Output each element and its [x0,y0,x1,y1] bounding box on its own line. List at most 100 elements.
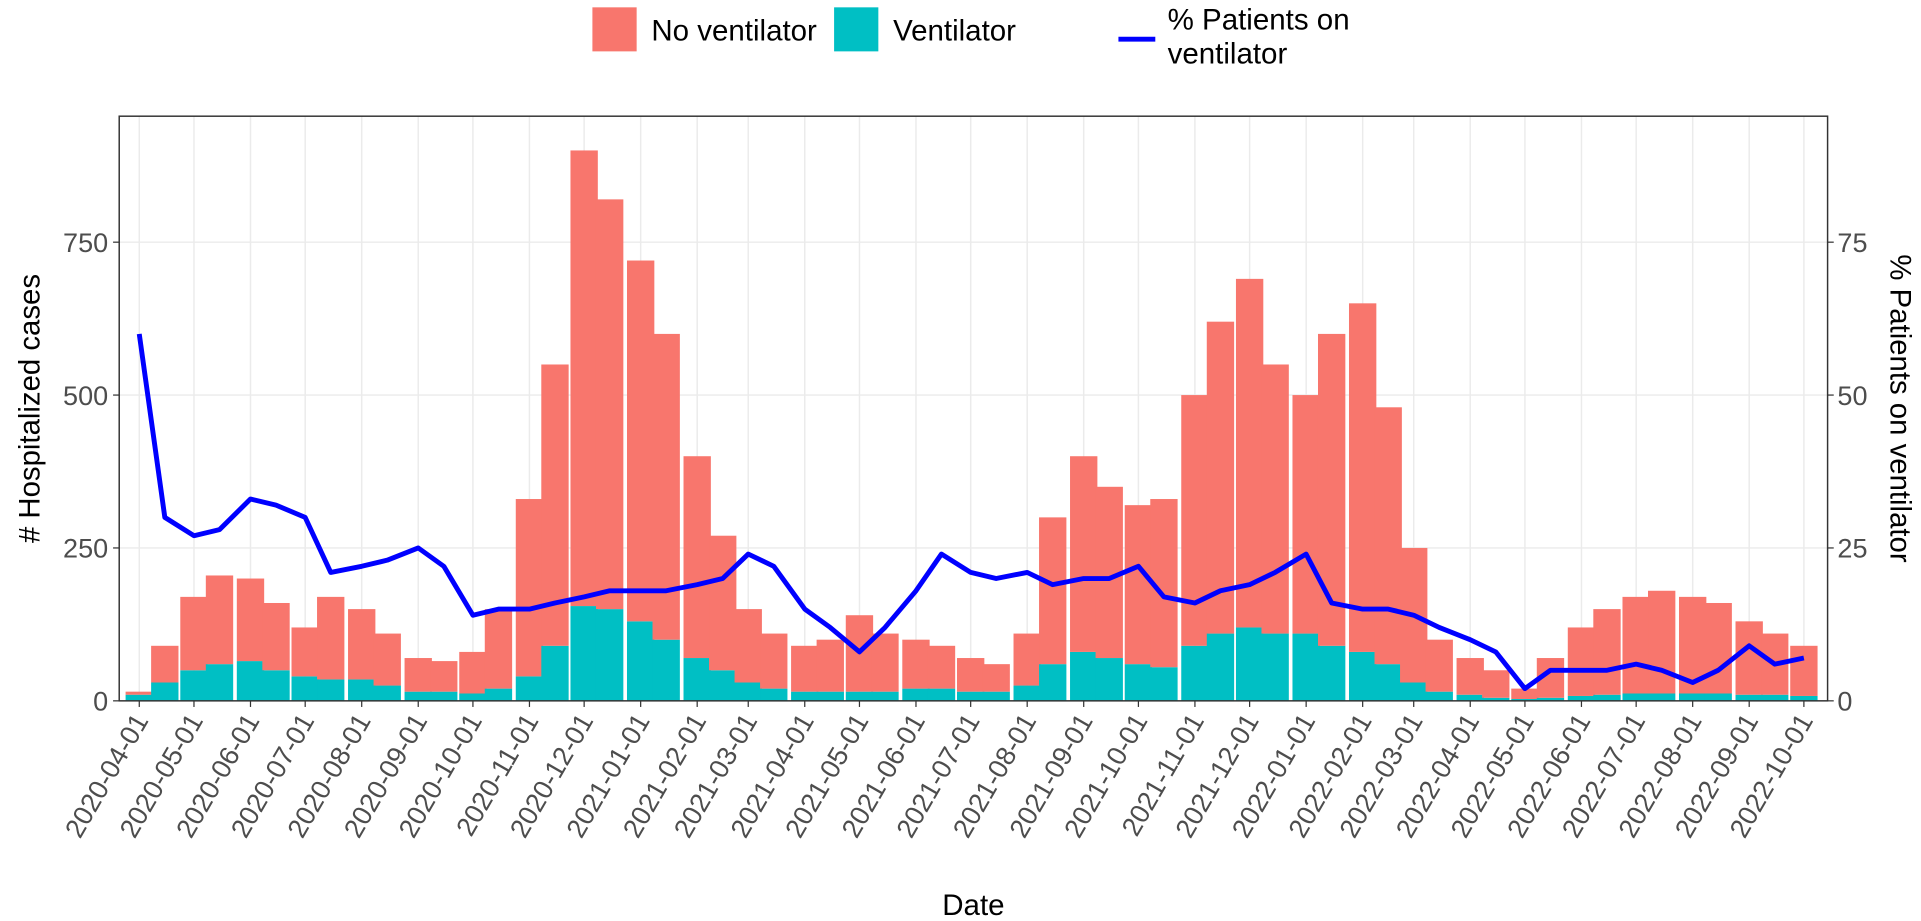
legend-label: No ventilator [651,14,817,47]
bar-segment [348,679,376,701]
y2-axis-title: % Patients on ventilator [1883,254,1916,562]
bar-segment [595,609,624,701]
bar-segment [1648,590,1676,694]
bar-segment [1235,627,1264,701]
bar-segment [1317,333,1346,646]
bar-segment [1567,695,1596,701]
bar-segment [570,150,598,607]
bar-segment [373,633,401,686]
bar-segment [1348,651,1377,701]
bar-segment [515,676,544,701]
bar-segment [734,609,762,683]
bar-segment [484,688,513,701]
bar-segment [1704,693,1732,701]
y-tick-label: 500 [63,381,108,411]
bar-segment [1124,505,1153,665]
legend-key [592,7,637,52]
bar-segment [1292,395,1320,634]
legend: No ventilator Ventilator % Patients on ven… [592,3,1350,71]
y2-tick-label: 25 [1837,534,1867,564]
y2-tick-label: 75 [1837,228,1867,258]
bar-segment [125,694,153,701]
bar-segment [430,661,458,692]
bar-segment [515,499,544,677]
bar-segment [1482,670,1510,698]
bar-segment [1678,693,1707,701]
bar-segment [845,691,874,701]
bar-segment [1511,688,1539,700]
bar-segment [1013,633,1041,686]
bar-segment [1206,633,1235,701]
bar-segment [1070,651,1098,701]
bar-segment [430,691,458,701]
bar-segment [652,333,680,640]
bar-segment [459,651,487,694]
x-axis-title: Date [942,889,1004,921]
y-tick-label: 0 [93,687,108,717]
bar-segment [1374,407,1402,665]
bar-segment [1181,395,1209,646]
bar-segment [1735,694,1763,701]
bar-segment [1567,627,1596,696]
bar-segment [709,670,737,701]
bar-segment [484,609,513,689]
bar-segment [1735,621,1763,695]
bar-segment [262,602,290,671]
bar-segment [348,609,376,680]
bar-segment [1374,664,1402,701]
bar-segment [626,621,655,701]
bar-segment [982,664,1010,692]
bar-segment [1536,697,1565,701]
legend-label: % Patients on ventilator [1167,3,1350,71]
bar-segment [1425,691,1453,701]
bar-segment [816,639,844,692]
bar-segment [902,639,930,689]
bar-segment [236,661,265,701]
bar-segment [595,199,624,610]
bar-segment [1511,699,1539,701]
bar-segment [1181,645,1209,701]
bar-segment [683,658,711,701]
bar-segment [791,645,819,692]
bar-segment [1593,694,1621,701]
bar-segment [734,682,762,701]
bar-segment [125,691,153,695]
bar-segment [902,688,930,701]
bar-segment [570,606,598,701]
bar-segment [927,645,956,689]
bar-segment [1648,693,1676,701]
bar-segment [1070,456,1098,652]
bar-segment [1704,602,1732,694]
bar-segment [1235,278,1264,628]
bar-segment [982,691,1010,701]
line [136,333,1805,692]
bar-segment [404,658,432,692]
y2-tick-label: 50 [1837,381,1867,411]
y-tick-label: 750 [63,228,108,258]
bar-segment [1095,658,1123,701]
bar-segment [956,658,985,692]
bar-segment [1013,685,1041,701]
bar-segment [205,575,234,665]
bar-segment [1456,658,1484,695]
bar-segment [1790,695,1818,701]
bar-segment [760,633,788,689]
bar-segment [1482,697,1510,701]
bar-segment [626,260,655,622]
bar-segment [291,627,319,677]
bar-segment [871,691,899,701]
bar-segment [1317,645,1346,701]
bar-segment [1261,364,1289,634]
bar-segment [1425,639,1453,692]
legend-label-box: % Patients on ventilator [1167,3,1350,71]
y-tick-label: 250 [63,534,108,564]
bar-segment [871,633,899,692]
bar-segment [1400,682,1428,701]
bar-segment [1261,633,1289,701]
bar-segment [180,596,208,671]
bar-segment [404,691,432,701]
y-axis-title: # Hospitalized cases [13,274,46,543]
